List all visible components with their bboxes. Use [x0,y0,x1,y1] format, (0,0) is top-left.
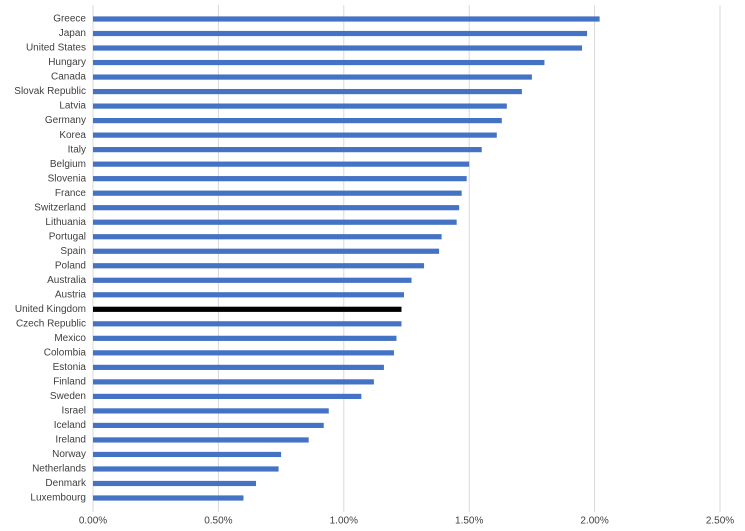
y-tick-label: Germany [45,115,86,126]
bar [93,30,588,37]
bar [93,495,244,501]
y-tick-label: Slovenia [48,173,87,184]
bar [93,466,279,472]
y-tick-label: United Kingdom [15,304,86,315]
bar [93,132,497,138]
y-tick-label: Finland [53,377,86,388]
bar [93,88,522,95]
bar [93,16,600,22]
y-tick-label: Sweden [50,391,86,402]
y-tick-label: France [55,188,87,199]
y-tick-label: United States [26,43,86,54]
bar [93,263,425,269]
x-tick-label: 1.00% [330,516,358,527]
bar [93,437,309,443]
y-tick-label: Denmark [45,478,87,489]
y-tick-label: Canada [51,72,86,83]
y-tick-label: Lithuania [45,217,86,228]
y-tick-label: Belgium [50,159,86,170]
bar [93,408,329,414]
bar [93,350,394,356]
y-tick-label: Spain [60,246,86,257]
y-tick-label: Netherlands [32,464,86,475]
y-tick-label: Ireland [55,435,86,446]
bar [93,306,402,312]
bar [93,451,282,458]
y-tick-label: Austria [55,289,87,300]
y-tick-label: Portugal [49,231,86,242]
bar [93,248,440,254]
bar [93,292,404,298]
y-tick-label: Poland [55,260,86,271]
bar [93,379,374,385]
bar [93,59,545,66]
y-tick-label: Hungary [48,57,86,68]
bar [93,176,467,182]
x-tick-label: 2.00% [580,516,608,527]
bar [93,103,507,109]
bar [93,219,457,225]
y-tick-label: Luxembourg [30,493,86,504]
y-tick-label: Italy [68,144,86,155]
bar [93,74,532,80]
y-tick-label: Estonia [53,362,87,373]
bar [93,205,460,211]
y-tick-label: Iceland [54,420,86,431]
bar [93,277,412,283]
bar [93,480,257,487]
bar [93,335,397,341]
bar [93,45,583,51]
y-tick-label: Japan [59,28,86,39]
y-tick-label: Slovak Republic [14,86,86,97]
y-tick-label: Korea [59,130,86,141]
bar [93,364,384,370]
bar [93,234,442,240]
x-tick-label: 0.50% [204,516,232,527]
bar [93,190,462,196]
y-tick-label: Colombia [44,347,87,358]
y-tick-label: Norway [52,449,86,460]
x-tick-label: 2.50% [706,516,734,527]
bar [93,161,470,167]
bar [93,147,482,153]
y-tick-label: Switzerland [34,202,86,213]
bar [93,321,402,327]
y-tick-label: Latvia [59,101,86,112]
y-tick-label: Mexico [54,333,86,344]
y-tick-label: Australia [47,275,86,286]
y-tick-label: Greece [53,14,86,25]
y-tick-label: Czech Republic [16,318,86,329]
x-tick-label: 0.00% [79,516,107,527]
bar [93,118,502,124]
bar [93,422,324,429]
bar [93,393,362,399]
y-tick-label: Israel [62,406,86,417]
x-tick-label: 1.50% [455,516,483,527]
